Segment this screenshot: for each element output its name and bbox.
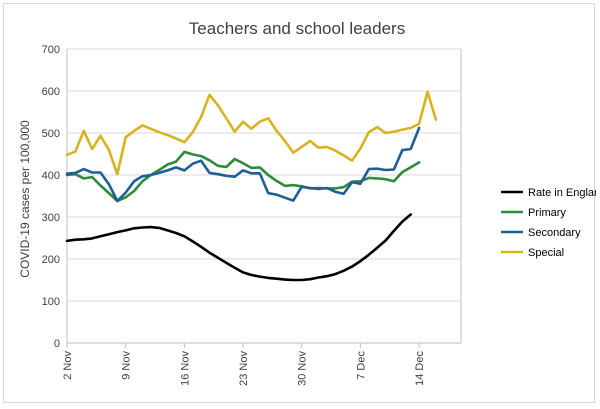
- y-tick-label: 200: [42, 254, 60, 266]
- chart-title: Teachers and school leaders: [189, 19, 405, 38]
- series-line-special: [65, 90, 438, 176]
- series-line-rate-in-england: [65, 213, 412, 282]
- x-tick-label: 2 Nov: [62, 351, 74, 380]
- legend-label: Rate in England: [528, 187, 596, 199]
- y-tick-label: 700: [42, 44, 60, 56]
- x-tick-label: 30 Nov: [297, 351, 309, 386]
- series-line-secondary: [65, 126, 421, 203]
- legend: Rate in England Primary Secondary Special: [501, 187, 596, 259]
- line-chart: Teachers and school leaders COVID-19 cas…: [18, 19, 596, 386]
- y-axis-title: COVID-19 cases per 100,000: [18, 120, 32, 278]
- x-tick-label: 23 Nov: [238, 351, 250, 386]
- x-tick-label: 16 Nov: [179, 351, 191, 386]
- x-tick-label: 9 Nov: [121, 351, 133, 380]
- y-tick-label: 0: [54, 338, 60, 350]
- y-tick-label: 400: [42, 170, 60, 182]
- y-tick-label: 500: [42, 128, 60, 140]
- y-tick-label: 300: [42, 212, 60, 224]
- legend-label: Primary: [528, 207, 566, 219]
- y-tick-label: 100: [42, 296, 60, 308]
- legend-label: Special: [528, 247, 564, 259]
- x-tick-label: 7 Dec: [355, 351, 367, 380]
- legend-label: Secondary: [528, 227, 581, 239]
- axes: 0 100 200 300 400 500 600 700 2 Nov 9 Nov 16 Nov 23…: [42, 44, 462, 386]
- y-tick-label: 600: [42, 86, 60, 98]
- x-tick-label: 14 Dec: [414, 351, 426, 386]
- chart-frame: Teachers and school leaders COVID-19 cas…: [3, 3, 596, 403]
- series-lines: [65, 90, 438, 282]
